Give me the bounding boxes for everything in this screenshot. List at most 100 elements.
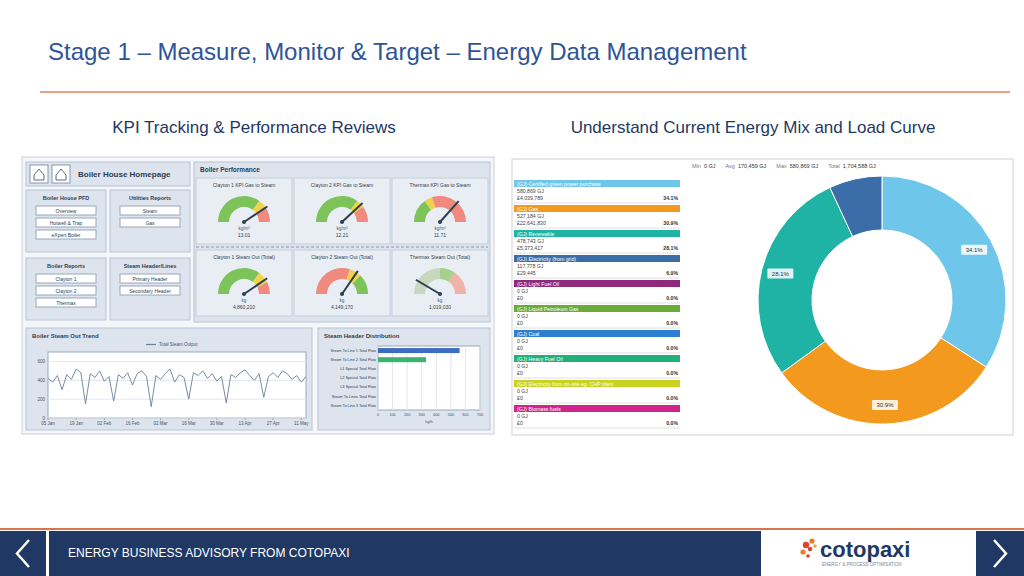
legend-strip — [514, 230, 680, 237]
grid-line — [436, 346, 437, 410]
panel-title: Boiler Performance — [200, 166, 260, 173]
nav-next[interactable] — [976, 531, 1024, 576]
legend-strip — [514, 355, 680, 362]
gauge-hub — [340, 292, 344, 296]
legend-gj: 0 GJ — [517, 288, 528, 294]
nav-button-label: Overview — [56, 208, 77, 214]
gauge-needle — [244, 206, 267, 222]
gauge-value: 12.21 — [336, 232, 349, 238]
trend-line — [48, 369, 306, 407]
grid-line — [407, 346, 408, 410]
distribution-marks — [378, 348, 460, 362]
grid-line — [48, 361, 306, 362]
legend-gj: 527,184 GJ — [517, 213, 544, 219]
slide-title: Stage 1 – Measure, Monitor & Target – En… — [48, 38, 747, 65]
category-label: Steam To Line 1 Total Flow — [331, 349, 377, 353]
category-label: L1 Special Total Flow — [340, 367, 376, 371]
gauge-band — [432, 196, 466, 222]
gauge-needle — [440, 201, 459, 222]
gauge-value: 1,019,030 — [429, 304, 451, 310]
legend-title: (GJ) Light Fuel Oil — [517, 281, 559, 287]
tick-mark — [76, 418, 77, 420]
tick-label: 600 — [37, 359, 45, 364]
nav-button-label: Steam — [143, 208, 157, 214]
legend-strip — [514, 380, 680, 387]
tick-label: 02 Feb — [97, 421, 112, 426]
bar — [378, 366, 379, 371]
legend-title: (GJ) Heavy Fuel Oil — [517, 356, 563, 362]
stat-value: 170,459 GJ — [738, 163, 767, 169]
tick-label: 200 — [37, 397, 45, 402]
stat-value: 580,869 GJ — [790, 163, 819, 169]
nav-group-title: Boiler House PFD — [43, 195, 89, 201]
tick-label: 400 — [37, 378, 45, 383]
gauge-unit: kg/m³ — [336, 226, 348, 231]
nav-button-label: Clayton 1 — [55, 276, 76, 282]
legend-title: (GJ) Liquid Petroleum Gas — [517, 306, 579, 312]
legend-percent: 0.0% — [666, 320, 678, 326]
gauge-needle — [416, 280, 440, 294]
legend-cost: £5,373,417 — [517, 245, 543, 251]
legend-percent: 6.9% — [666, 270, 678, 276]
nav-prev[interactable] — [0, 531, 46, 576]
stat-label: Min — [692, 163, 701, 169]
legend-percent: 28.1% — [663, 245, 678, 251]
home-icon — [30, 165, 48, 183]
nav-button-label: Clayton 2 — [55, 288, 76, 294]
nav-group-title: Utilities Reports — [129, 195, 171, 201]
legend-title: (GJ) Certified green power purchase — [517, 181, 601, 187]
nav-button — [36, 274, 96, 283]
nav-button-label: Thermax — [56, 300, 76, 306]
gauge-title: Clayton 2 Steam Out (Total) — [311, 254, 373, 260]
tick-mark — [273, 418, 274, 420]
plot-area — [48, 352, 306, 418]
gauge-cell — [196, 178, 292, 244]
legend-percent: 0.0% — [666, 420, 678, 426]
legend-title: (GJ) Electricity (from grid) — [517, 256, 576, 262]
legend-gj: 117,778 GJ — [517, 263, 544, 269]
legend-strip — [514, 330, 680, 337]
legend-strip — [514, 280, 680, 287]
tick-mark — [216, 418, 217, 420]
gauge-band — [218, 196, 259, 222]
gauge-unit: kg/m³ — [434, 226, 446, 231]
title-rule — [40, 91, 1010, 93]
bar — [378, 348, 460, 353]
gauge-title: Thermax Steam Out (Total) — [410, 254, 471, 260]
tick-label: 16 Feb — [125, 421, 140, 426]
nav-group — [26, 190, 106, 252]
energy-bg — [512, 159, 1013, 435]
tick-label: 16 Mar — [182, 421, 197, 426]
nav-button — [120, 274, 180, 283]
gauge-band — [218, 268, 259, 294]
home-title: Boiler House Homepage — [78, 170, 171, 179]
gauge-value: 11.71 — [434, 232, 446, 238]
legend-strip — [514, 255, 680, 262]
gauge-hub — [438, 292, 442, 296]
legend-cost: £0 — [517, 320, 523, 326]
axis-label: kg/h — [425, 419, 433, 424]
tick-label: 0 — [42, 416, 45, 421]
legend-percent: 0.0% — [666, 370, 678, 376]
legend-percent: 0.0% — [666, 395, 678, 401]
donut-slice — [882, 176, 1006, 367]
legend-percent: 34.1% — [663, 195, 678, 201]
nav-button — [120, 218, 180, 227]
legend-rule — [514, 378, 680, 379]
nav-button-label: eXpert Boiler — [52, 232, 81, 238]
stat-value: 0 GJ — [704, 163, 716, 169]
legend-gj: 478,743 GJ — [517, 238, 544, 244]
legend-gj: 0 GJ — [517, 413, 528, 419]
gauge-cell — [392, 250, 488, 316]
legend-rule — [514, 328, 680, 329]
nav-button — [36, 206, 96, 215]
legend-strip — [514, 205, 680, 212]
tick-mark — [48, 418, 49, 420]
legend-gj: 0 GJ — [517, 363, 528, 369]
tick-label: 300 — [419, 413, 425, 417]
legend-gj: 0 GJ — [517, 313, 528, 319]
footer-text: ENERGY BUSINESS ADVISORY FROM COTOPAXI — [68, 546, 350, 560]
legend-gj: 580,869 GJ — [517, 188, 544, 194]
tick-label: 30 Mar — [210, 421, 225, 426]
home-icon — [52, 165, 70, 183]
